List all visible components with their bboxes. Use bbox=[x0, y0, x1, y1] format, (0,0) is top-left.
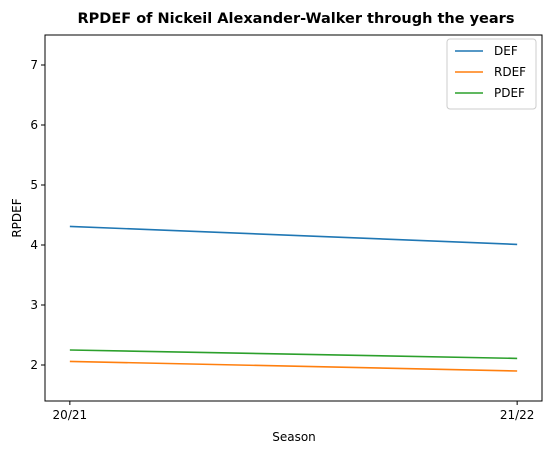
y-tick-label: 5 bbox=[30, 178, 38, 192]
series-line-pdef bbox=[69, 349, 518, 360]
plot-area bbox=[69, 225, 518, 372]
y-tick-label: 6 bbox=[30, 118, 38, 132]
series-line-def bbox=[69, 225, 518, 246]
series-line-rdef bbox=[69, 360, 518, 372]
x-tick-label: 21/22 bbox=[500, 408, 535, 422]
legend-label-pdef: PDEF bbox=[494, 86, 525, 100]
y-tick-label: 3 bbox=[30, 298, 38, 312]
y-tick-label: 4 bbox=[30, 238, 38, 252]
plot-frame bbox=[44, 34, 543, 402]
legend-label-def: DEF bbox=[494, 44, 518, 58]
x-tick-label: 20/21 bbox=[53, 408, 88, 422]
y-tick-label: 7 bbox=[30, 58, 38, 72]
legend-box bbox=[446, 38, 537, 110]
x-axis: 20/21 21/22 bbox=[53, 401, 535, 422]
x-axis-label: Season bbox=[272, 430, 316, 444]
y-axis-label: RPDEF bbox=[10, 198, 24, 237]
chart-title: RPDEF of Nickeil Alexander-Walker throug… bbox=[78, 11, 515, 27]
y-tick-label: 2 bbox=[30, 358, 38, 372]
y-axis: 2 3 4 5 6 7 bbox=[30, 58, 45, 372]
legend-label-rdef: RDEF bbox=[494, 65, 526, 79]
legend: DEF RDEF PDEF bbox=[446, 38, 537, 110]
